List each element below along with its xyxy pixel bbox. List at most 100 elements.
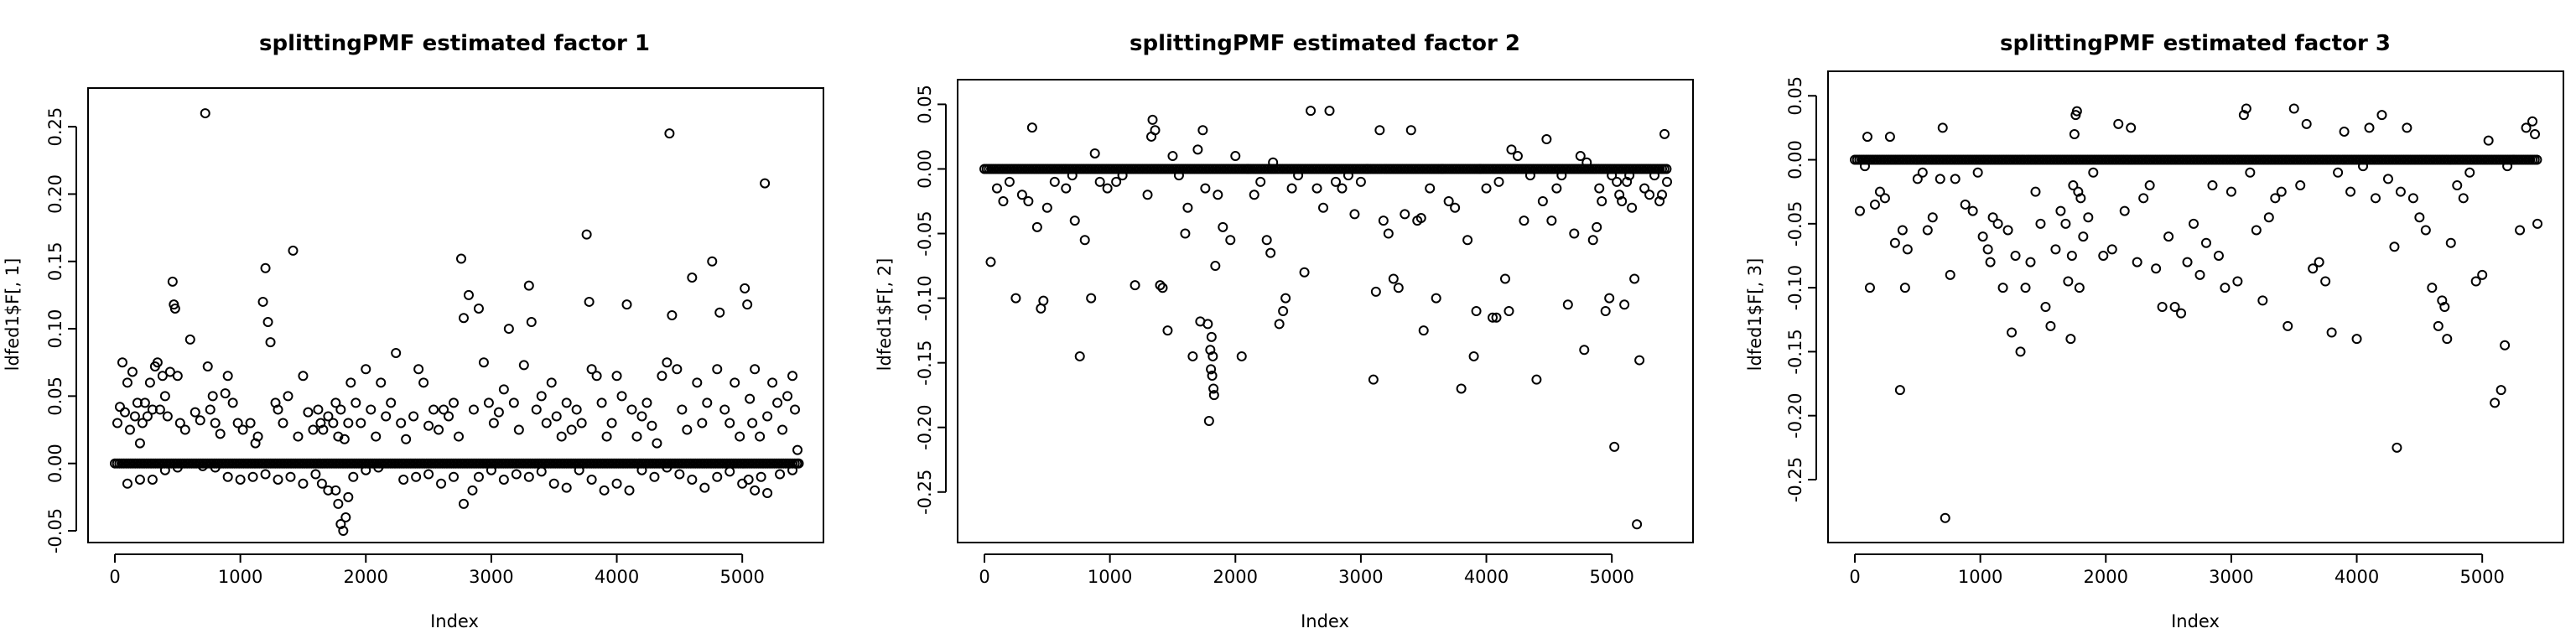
data-point xyxy=(745,393,756,404)
data-point xyxy=(436,478,447,489)
data-point xyxy=(434,424,444,435)
data-point xyxy=(2083,212,2094,223)
data-point xyxy=(1026,122,1037,133)
data-point xyxy=(467,485,478,496)
data-point xyxy=(1531,374,1542,385)
data-point xyxy=(129,411,140,422)
y-tick-label: -0.20 xyxy=(915,405,935,450)
data-point xyxy=(756,471,766,482)
data-point xyxy=(285,471,296,482)
data-point xyxy=(586,364,597,375)
data-point xyxy=(2213,250,2224,261)
data-point xyxy=(1859,161,1870,172)
data-point xyxy=(536,391,547,402)
data-point xyxy=(381,411,392,422)
data-point xyxy=(742,299,753,310)
data-point xyxy=(616,391,627,402)
data-point xyxy=(371,431,382,442)
data-point xyxy=(1659,128,1670,139)
data-point xyxy=(777,424,788,435)
data-point xyxy=(649,471,660,482)
data-point xyxy=(1879,193,1890,204)
data-point xyxy=(1992,218,2003,229)
data-point xyxy=(195,415,205,426)
data-point xyxy=(316,478,327,489)
data-point xyxy=(356,418,366,428)
data-point xyxy=(702,397,713,408)
data-points xyxy=(979,106,1673,530)
data-point xyxy=(273,404,283,415)
data-point xyxy=(1157,283,1168,293)
data-point xyxy=(2035,218,2046,229)
data-point xyxy=(2376,110,2387,121)
data-point xyxy=(205,404,216,415)
data-point xyxy=(1972,167,1983,178)
data-point xyxy=(396,418,407,428)
data-point xyxy=(190,407,200,418)
data-point xyxy=(303,407,314,418)
data-point xyxy=(508,397,519,408)
data-point xyxy=(677,404,688,415)
data-point xyxy=(310,469,321,480)
data-point xyxy=(1524,170,1535,181)
data-point xyxy=(2251,225,2262,236)
data-point xyxy=(787,465,798,475)
data-point xyxy=(662,357,673,368)
data-point xyxy=(2370,193,2381,204)
data-point xyxy=(313,404,324,415)
data-point xyxy=(1210,261,1221,272)
data-point xyxy=(1967,205,1978,216)
y-tick-label: -0.25 xyxy=(1785,457,1805,502)
data-point xyxy=(200,108,210,119)
data-point xyxy=(1206,364,1217,375)
data-point xyxy=(164,366,175,377)
data-point xyxy=(2073,186,2084,197)
data-point xyxy=(1355,176,1366,187)
data-point xyxy=(162,411,173,422)
data-point xyxy=(1488,312,1498,323)
data-point xyxy=(1481,183,1492,194)
data-point xyxy=(548,478,559,489)
data-point xyxy=(1617,196,1628,206)
data-point xyxy=(2470,276,2481,287)
x-tick-label: 2000 xyxy=(344,567,388,587)
data-point xyxy=(2074,283,2085,293)
data-point xyxy=(1935,174,1945,184)
data-point xyxy=(2176,308,2187,319)
data-point xyxy=(2194,269,2205,280)
data-point xyxy=(1324,106,1335,117)
data-point xyxy=(137,418,148,428)
data-point xyxy=(237,424,248,435)
data-point xyxy=(473,303,484,314)
data-point xyxy=(546,377,557,388)
data-point xyxy=(458,498,469,509)
data-point xyxy=(2270,193,2281,204)
data-point xyxy=(119,407,130,418)
data-point xyxy=(561,482,572,493)
data-point xyxy=(724,466,735,477)
data-point xyxy=(511,469,522,480)
data-point xyxy=(493,407,504,418)
data-point xyxy=(134,438,145,449)
data-point xyxy=(526,317,537,328)
data-point xyxy=(2358,161,2369,172)
x-tick-label: 2000 xyxy=(1213,567,1258,587)
data-point xyxy=(755,431,766,442)
data-point xyxy=(2439,302,2450,312)
data-point xyxy=(478,357,489,368)
data-point xyxy=(1225,235,1236,246)
data-point xyxy=(531,404,542,415)
scatter-panel-factor-3: splittingPMF estimated factor 3 Index ld… xyxy=(1745,31,2564,631)
data-point xyxy=(626,404,637,415)
data-point xyxy=(401,434,412,444)
data-point xyxy=(1049,176,1060,187)
data-point xyxy=(1286,183,1297,194)
data-point xyxy=(1982,244,1993,255)
data-point xyxy=(1318,202,1329,213)
x-axis: 0 1000 2000 3000 4000 5000 xyxy=(1849,553,2505,587)
data-point xyxy=(117,357,127,368)
data-point xyxy=(423,420,434,431)
data-point xyxy=(1662,176,1673,187)
x-axis-label: Index xyxy=(2171,611,2220,631)
data-point xyxy=(1985,257,1996,267)
